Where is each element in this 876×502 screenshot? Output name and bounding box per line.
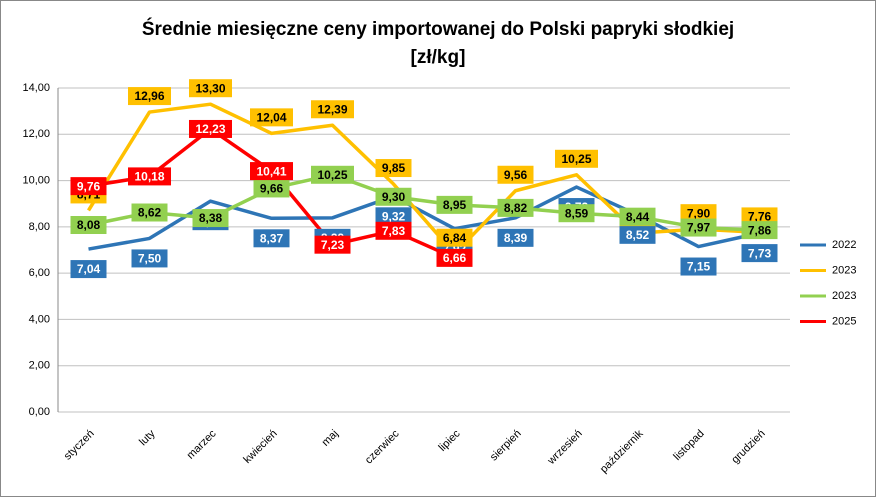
data-label: 10,25 [317, 168, 347, 182]
data-label-box [189, 119, 232, 138]
data-label: 7,97 [687, 221, 711, 235]
data-label: 7,90 [687, 206, 711, 220]
data-label: 8,82 [504, 201, 528, 215]
data-label: 8,62 [138, 206, 162, 220]
data-label: 7,23 [321, 238, 345, 252]
data-label: 6,84 [443, 231, 467, 245]
data-label: 6,66 [443, 251, 467, 265]
data-label-box [375, 207, 412, 226]
data-label: 7,86 [748, 223, 772, 237]
data-label-box [311, 165, 354, 184]
data-label-box [680, 218, 717, 237]
data-label: 8,59 [565, 206, 589, 220]
data-label: 7,15 [687, 260, 711, 274]
y-tick-label: 8,00 [29, 221, 50, 233]
data-label: 7,50 [138, 252, 162, 266]
data-label-box [619, 207, 656, 226]
data-label-box [619, 225, 656, 244]
data-label-box [680, 204, 717, 223]
data-label-box [250, 108, 293, 127]
y-tick-label: 6,00 [29, 267, 50, 279]
data-label: 12,04 [256, 111, 286, 125]
data-label: 7,83 [382, 224, 406, 238]
data-label: 12,96 [134, 89, 164, 103]
legend-label: 2023 [832, 264, 856, 276]
data-label-box [558, 204, 595, 223]
y-tick-label: 0,00 [29, 406, 50, 418]
data-label: 8,37 [260, 231, 284, 245]
data-label-box [128, 87, 171, 106]
data-label-box [436, 248, 473, 267]
data-label-box [70, 216, 107, 235]
data-label-box [436, 195, 473, 214]
data-label-box [250, 162, 293, 181]
data-label-box [70, 260, 107, 279]
y-tick-label: 14,00 [22, 82, 50, 94]
data-label: 12,23 [195, 122, 225, 136]
data-label-box [497, 198, 534, 217]
data-label: 7,73 [748, 246, 772, 260]
data-label-box [314, 235, 351, 254]
data-label-box [555, 149, 598, 168]
data-label: 8,95 [443, 198, 467, 212]
data-label: 13,30 [195, 81, 225, 95]
data-label-box [70, 177, 107, 196]
data-label-box [375, 187, 412, 206]
legend-label: 2025 [832, 315, 856, 327]
chart-subtitle: [zł/kg] [411, 47, 466, 68]
data-label-box [189, 79, 232, 98]
data-label-box [311, 100, 354, 119]
legend-label: 2022 [832, 239, 856, 251]
data-label-box [131, 249, 168, 268]
data-label-box [253, 229, 290, 248]
data-label: 9,56 [504, 168, 528, 182]
data-label-box [741, 221, 778, 240]
data-label: 8,38 [199, 211, 223, 225]
data-label-box [128, 167, 171, 186]
data-label: 8,39 [504, 231, 528, 245]
data-label: 10,25 [561, 152, 591, 166]
data-label: 12,39 [317, 102, 347, 116]
legend-label: 2023 [832, 290, 856, 302]
data-label-box [497, 228, 534, 247]
y-tick-label: 10,00 [22, 174, 50, 186]
data-label: 7,76 [748, 210, 772, 224]
data-label: 8,44 [626, 210, 650, 224]
data-label-box [192, 209, 229, 228]
data-label: 9,76 [77, 179, 101, 193]
data-label-box [253, 179, 290, 198]
data-label: 9,66 [260, 182, 284, 196]
data-label: 9,85 [382, 161, 406, 175]
data-label: 8,08 [77, 218, 101, 232]
data-label-box [741, 244, 778, 263]
y-tick-label: 12,00 [22, 128, 50, 140]
data-label-box [375, 221, 412, 240]
data-label-box [375, 159, 412, 178]
y-tick-label: 4,00 [29, 313, 50, 325]
data-label-box [680, 257, 717, 276]
y-tick-label: 2,00 [29, 360, 50, 372]
data-label: 9,30 [382, 190, 406, 204]
data-label: 9,32 [382, 209, 406, 223]
data-label: 10,18 [134, 170, 164, 184]
data-label-box [497, 165, 534, 184]
chart-title: Średnie miesięczne ceny importowanej do … [142, 18, 734, 40]
data-label-box [436, 228, 473, 247]
data-label: 8,52 [626, 228, 650, 242]
data-label: 7,04 [77, 262, 101, 276]
data-label-box [131, 203, 168, 222]
data-label-box [741, 207, 778, 226]
data-label: 10,41 [256, 164, 286, 178]
